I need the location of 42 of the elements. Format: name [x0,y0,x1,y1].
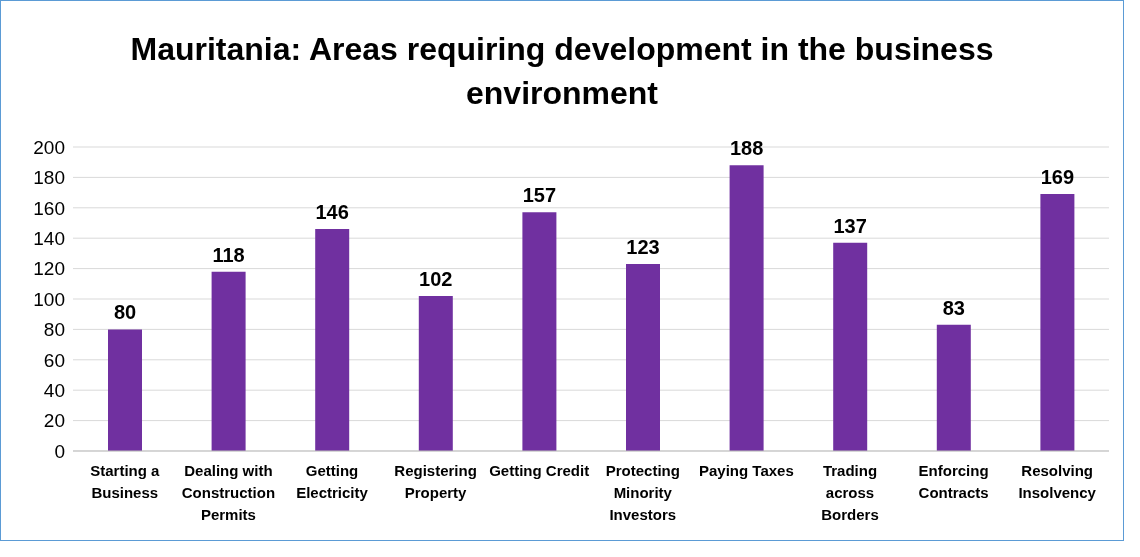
y-tick-label: 180 [33,167,65,189]
bar [936,324,971,451]
x-tick-label: Resolving Insolvency [1018,461,1097,501]
x-tick-label: Getting Credit [489,461,590,479]
x-tick-label: Trading across Borders [821,461,879,523]
bar [1040,194,1075,451]
data-label: 188 [729,137,764,160]
x-tick-label: Protecting Minority Investors [605,461,680,523]
data-label: 118 [212,243,245,266]
bar [626,264,660,451]
y-tick-label: 40 [43,379,65,401]
bar [108,329,142,451]
bar [211,271,246,451]
x-tick-label: Getting Electricity [296,461,369,501]
y-tick-label: 120 [33,258,65,280]
x-tick-label: Registering Property [394,461,477,501]
x-tick-label: Paying Taxes [699,461,794,479]
y-tick-label: 80 [43,319,65,341]
bar [522,212,557,451]
x-tick-label: Dealing with Construction Permits [181,461,276,523]
bar [315,229,350,451]
y-tick-label: 20 [43,410,65,432]
bar [418,295,453,451]
y-tick-label: 140 [33,227,65,249]
data-label: 157 [522,184,557,207]
x-tick-label: Starting a Business [90,461,161,501]
data-label: 146 [315,201,349,224]
data-label: 123 [626,236,660,259]
y-tick-label: 200 [33,136,65,158]
y-tick-label: 0 [54,440,65,462]
chart-title: Mauritania: Areas requiring development in the business environment [129,30,995,113]
data-label: 169 [1040,166,1075,189]
data-label: 83 [942,296,965,319]
bar [729,165,764,451]
bar [833,242,868,451]
data-label: 102 [419,267,453,290]
data-label: 137 [833,214,867,237]
y-tick-label: 60 [43,349,65,371]
data-label: 80 [113,301,137,324]
x-tick-label: Enforcing Contracts [918,461,989,501]
y-tick-label: 160 [33,197,65,219]
y-tick-label: 100 [33,288,65,310]
